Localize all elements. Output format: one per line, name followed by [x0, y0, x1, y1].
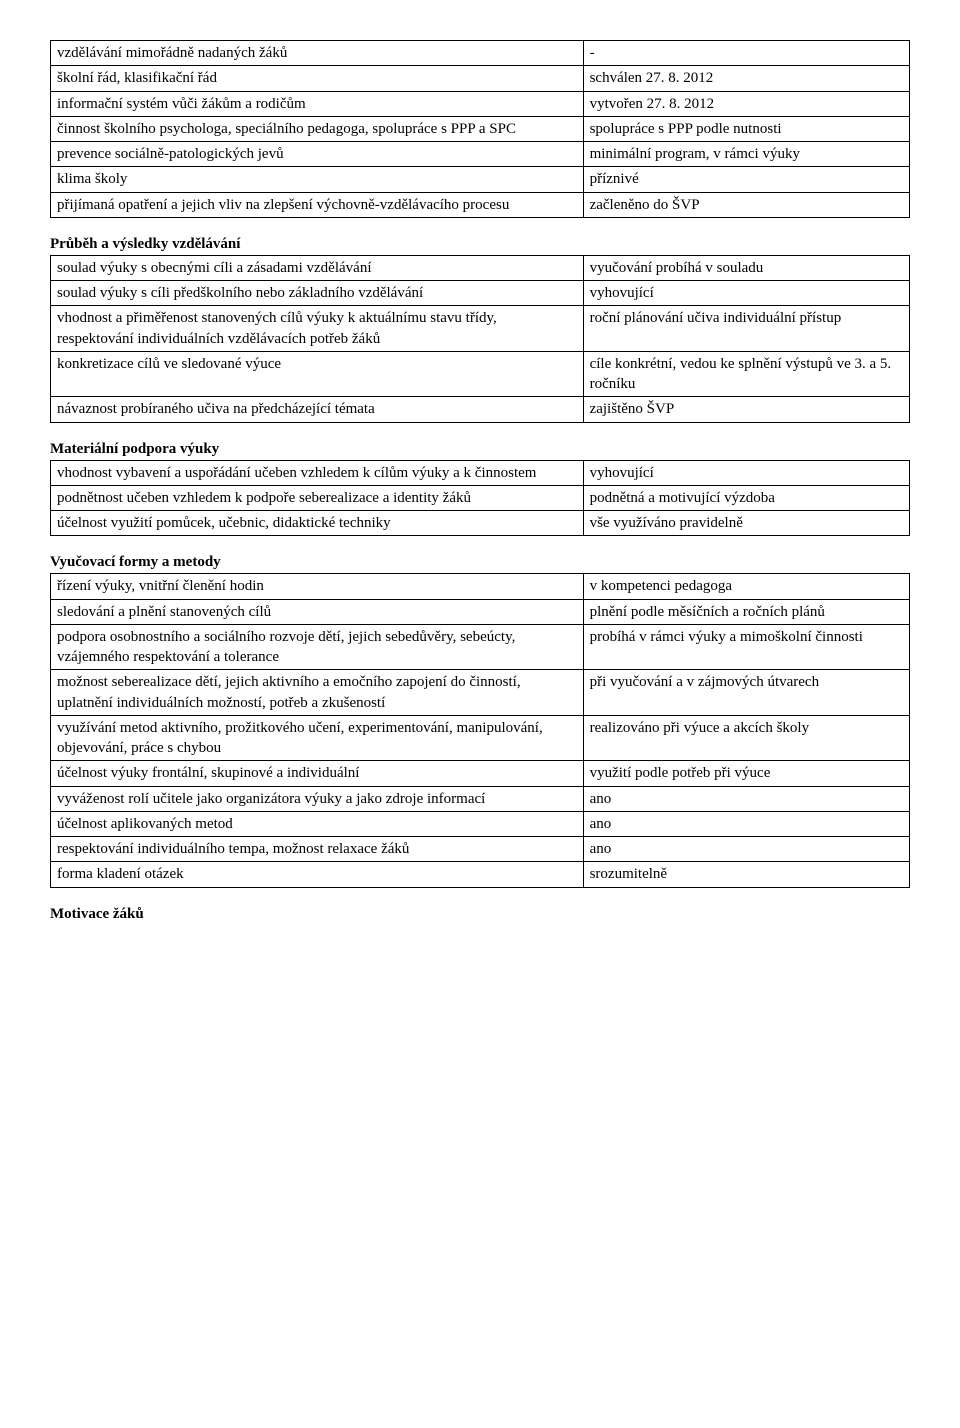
table-row: soulad výuky s cíli předškolního nebo zá… [51, 281, 910, 306]
table-row: podpora osobnostního a sociálního rozvoj… [51, 624, 910, 670]
cell-right: vyučování probíhá v souladu [583, 255, 909, 280]
table-row: podnětnost učeben vzhledem k podpoře seb… [51, 485, 910, 510]
cell-left: informační systém vůči žákům a rodičům [51, 91, 584, 116]
cell-right: realizováno při výuce a akcích školy [583, 715, 909, 761]
table-row: prevence sociálně-patologických jevů min… [51, 142, 910, 167]
table-row: přijímaná opatření a jejich vliv na zlep… [51, 192, 910, 217]
cell-left: účelnost výuky frontální, skupinové a in… [51, 761, 584, 786]
cell-left: vzdělávání mimořádně nadaných žáků [51, 41, 584, 66]
cell-right: plnění podle měsíčních a ročních plánů [583, 599, 909, 624]
table-row: vhodnost vybavení a uspořádání učeben vz… [51, 460, 910, 485]
cell-right: využití podle potřeb při výuce [583, 761, 909, 786]
cell-right: probíhá v rámci výuky a mimoškolní činno… [583, 624, 909, 670]
cell-right: cíle konkrétní, vedou ke splnění výstupů… [583, 351, 909, 397]
table-row: konkretizace cílů ve sledované výuce cíl… [51, 351, 910, 397]
cell-left: prevence sociálně-patologických jevů [51, 142, 584, 167]
cell-left: konkretizace cílů ve sledované výuce [51, 351, 584, 397]
heading-teaching-forms: Vyučovací formy a metody [50, 554, 910, 571]
cell-left: vyváženost rolí učitele jako organizátor… [51, 786, 584, 811]
cell-left: respektování individuálního tempa, možno… [51, 837, 584, 862]
table-row: forma kladení otázek srozumitelně [51, 862, 910, 887]
cell-left: soulad výuky s obecnými cíli a zásadami … [51, 255, 584, 280]
cell-left: účelnost aplikovaných metod [51, 811, 584, 836]
cell-right: ano [583, 786, 909, 811]
cell-right: začleněno do ŠVP [583, 192, 909, 217]
cell-right: ano [583, 811, 909, 836]
cell-left: možnost seberealizace dětí, jejich aktiv… [51, 670, 584, 716]
cell-left: návaznost probíraného učiva na předcháze… [51, 397, 584, 422]
table-row: účelnost využití pomůcek, učebnic, didak… [51, 511, 910, 536]
table-section-2: soulad výuky s obecnými cíli a zásadami … [50, 255, 910, 423]
table-row: činnost školního psychologa, speciálního… [51, 116, 910, 141]
table-row: respektování individuálního tempa, možno… [51, 837, 910, 862]
table-row: soulad výuky s obecnými cíli a zásadami … [51, 255, 910, 280]
cell-right: zajištěno ŠVP [583, 397, 909, 422]
table-row: účelnost výuky frontální, skupinové a in… [51, 761, 910, 786]
table-row: vhodnost a přiměřenost stanovených cílů … [51, 306, 910, 352]
cell-left: činnost školního psychologa, speciálního… [51, 116, 584, 141]
cell-right: spolupráce s PPP podle nutnosti [583, 116, 909, 141]
heading-material-support: Materiální podpora výuky [50, 441, 910, 458]
cell-right: podnětná a motivující výzdoba [583, 485, 909, 510]
cell-right: vše využíváno pravidelně [583, 511, 909, 536]
cell-right: srozumitelně [583, 862, 909, 887]
table-row: možnost seberealizace dětí, jejich aktiv… [51, 670, 910, 716]
table-row: využívání metod aktivního, prožitkového … [51, 715, 910, 761]
cell-left: podnětnost učeben vzhledem k podpoře seb… [51, 485, 584, 510]
cell-right: - [583, 41, 909, 66]
table-row: školní řád, klasifikační řád schválen 27… [51, 66, 910, 91]
table-row: účelnost aplikovaných metod ano [51, 811, 910, 836]
cell-left: využívání metod aktivního, prožitkového … [51, 715, 584, 761]
cell-left: podpora osobnostního a sociálního rozvoj… [51, 624, 584, 670]
cell-right: v kompetenci pedagoga [583, 574, 909, 599]
cell-left: přijímaná opatření a jejich vliv na zlep… [51, 192, 584, 217]
cell-left: vhodnost vybavení a uspořádání učeben vz… [51, 460, 584, 485]
table-row: návaznost probíraného učiva na předcháze… [51, 397, 910, 422]
cell-left: soulad výuky s cíli předškolního nebo zá… [51, 281, 584, 306]
heading-progress-results: Průběh a výsledky vzdělávání [50, 236, 910, 253]
table-section-3: vhodnost vybavení a uspořádání učeben vz… [50, 460, 910, 537]
table-row: informační systém vůči žákům a rodičům v… [51, 91, 910, 116]
cell-left: školní řád, klasifikační řád [51, 66, 584, 91]
table-row: klima školy příznivé [51, 167, 910, 192]
table-section-1: vzdělávání mimořádně nadaných žáků - ško… [50, 40, 910, 218]
cell-left: účelnost využití pomůcek, učebnic, didak… [51, 511, 584, 536]
cell-right: vyhovující [583, 281, 909, 306]
cell-right: vytvořen 27. 8. 2012 [583, 91, 909, 116]
cell-left: sledování a plnění stanovených cílů [51, 599, 584, 624]
cell-left: klima školy [51, 167, 584, 192]
table-row: sledování a plnění stanovených cílů plně… [51, 599, 910, 624]
cell-right: ano [583, 837, 909, 862]
table-row: vzdělávání mimořádně nadaných žáků - [51, 41, 910, 66]
cell-right: schválen 27. 8. 2012 [583, 66, 909, 91]
cell-left: řízení výuky, vnitřní členění hodin [51, 574, 584, 599]
cell-left: forma kladení otázek [51, 862, 584, 887]
heading-motivation: Motivace žáků [50, 906, 910, 923]
cell-right: příznivé [583, 167, 909, 192]
table-section-4: řízení výuky, vnitřní členění hodin v ko… [50, 573, 910, 887]
cell-right: roční plánování učiva individuální příst… [583, 306, 909, 352]
cell-right: při vyučování a v zájmových útvarech [583, 670, 909, 716]
table-row: vyváženost rolí učitele jako organizátor… [51, 786, 910, 811]
cell-right: vyhovující [583, 460, 909, 485]
cell-left: vhodnost a přiměřenost stanovených cílů … [51, 306, 584, 352]
cell-right: minimální program, v rámci výuky [583, 142, 909, 167]
table-row: řízení výuky, vnitřní členění hodin v ko… [51, 574, 910, 599]
